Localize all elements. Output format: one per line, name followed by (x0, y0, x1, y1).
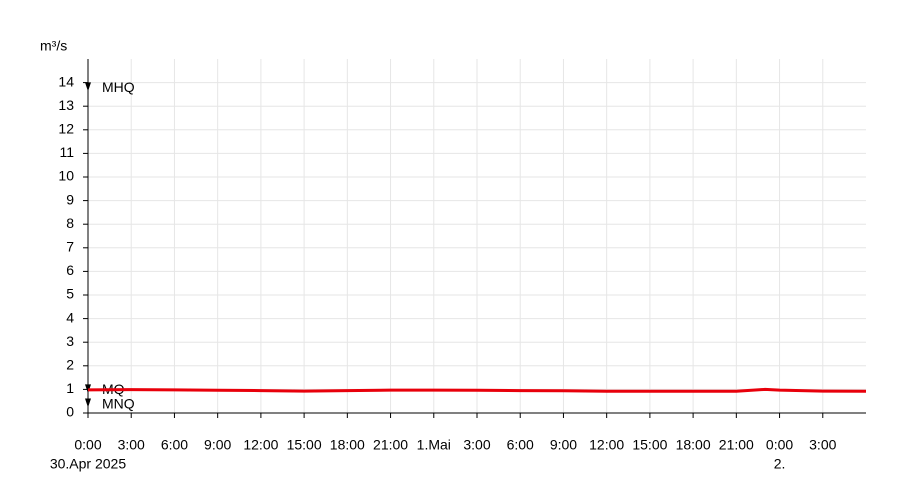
y-tick-label: 3 (66, 333, 74, 349)
x-tick-label: 3:00 (463, 437, 490, 453)
y-tick-label: 12 (58, 121, 74, 137)
y-tick-label: 10 (58, 168, 74, 184)
x-tick-label: 9:00 (204, 437, 231, 453)
y-tick-label: 4 (66, 309, 74, 325)
x-date-label: 30.Apr 2025 (50, 456, 126, 472)
x-tick-label: 3:00 (118, 437, 145, 453)
y-tick-label: 5 (66, 286, 74, 302)
y-tick-label: 9 (66, 191, 74, 207)
x-tick-label: 1.Mai (417, 437, 451, 453)
y-tick-label: 1 (66, 380, 74, 396)
data-line (87, 387, 867, 393)
x-tick-label: 3:00 (809, 437, 836, 453)
y-tick-label: 8 (66, 215, 74, 231)
y-unit: m³/s (40, 38, 67, 54)
x-tick-label: 6:00 (507, 437, 534, 453)
y-tick-label: 2 (66, 357, 74, 373)
x-tick-label: 21:00 (373, 437, 408, 453)
y-tick-label: 0 (66, 404, 74, 420)
y-tick-label: 6 (66, 262, 74, 278)
x-tick-label: 18:00 (676, 437, 711, 453)
reference-marker (85, 398, 91, 408)
x-tick-label: 9:00 (550, 437, 577, 453)
x-tick-label: 18:00 (330, 437, 365, 453)
x-tick-label: 12:00 (589, 437, 624, 453)
x-tick-label: 15:00 (287, 437, 322, 453)
x-tick-label: 15:00 (632, 437, 667, 453)
x-tick-label: 12:00 (243, 437, 278, 453)
x-tick-label: 21:00 (719, 437, 754, 453)
y-tick-label: 11 (59, 144, 74, 160)
y-tick-label: 14 (58, 73, 74, 89)
y-tick-label: 13 (58, 97, 74, 113)
reference-marker (85, 82, 91, 92)
reference-label: MNQ (102, 395, 135, 411)
y-tick-label: 7 (66, 239, 74, 255)
reference-label: MHQ (102, 79, 135, 95)
x-date-label: 2. (774, 456, 786, 472)
x-tick-label: 0:00 (766, 437, 793, 453)
x-tick-label: 6:00 (161, 437, 188, 453)
x-tick-label: 0:00 (74, 437, 101, 453)
